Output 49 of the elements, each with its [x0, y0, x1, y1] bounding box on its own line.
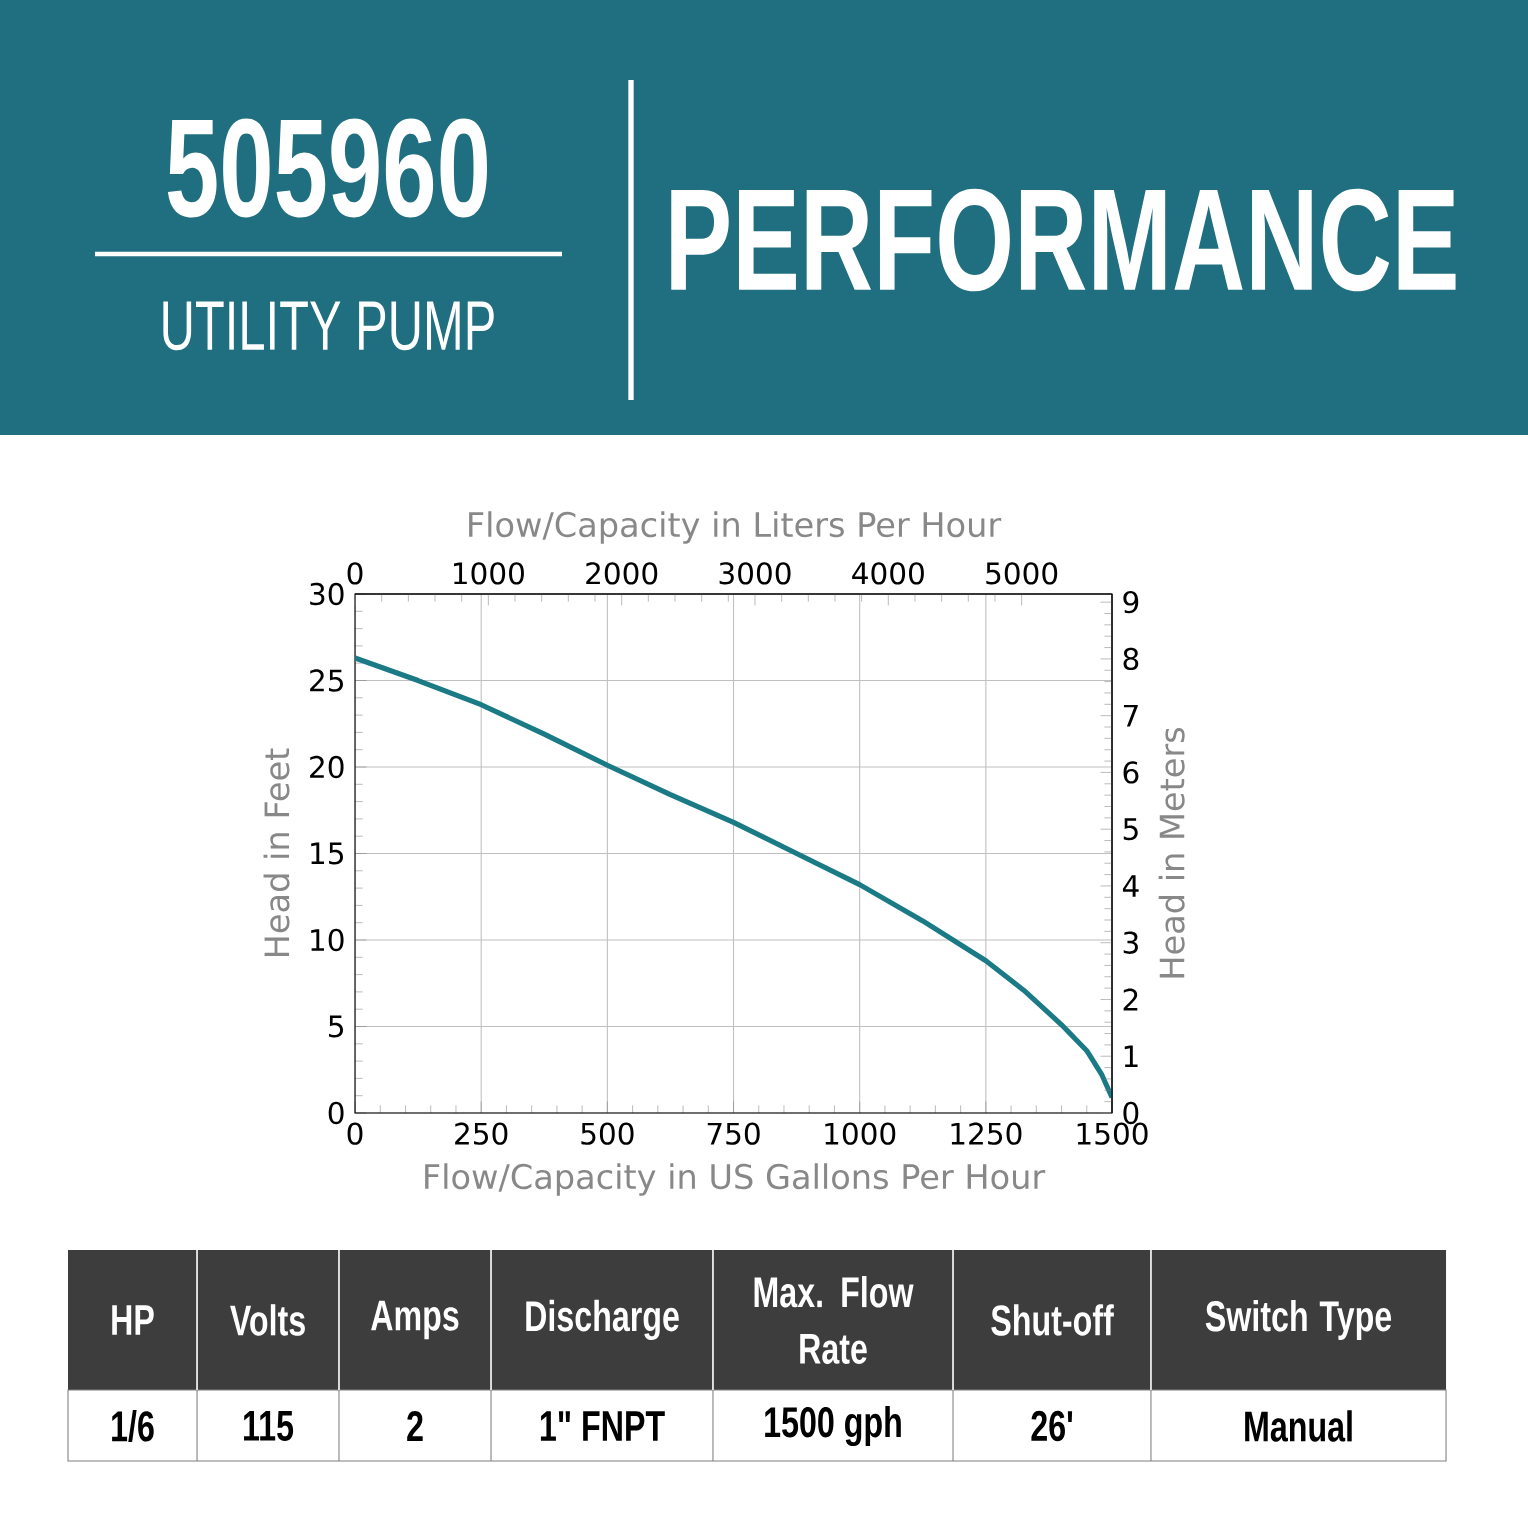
x-tick-label: 0 — [347, 1122, 363, 1145]
text: HP — [112, 1305, 154, 1335]
x-tick-label: 1250 — [951, 1122, 1022, 1145]
x2-tick-label: 1000 — [454, 562, 524, 585]
y-tick-label: 5 — [329, 1015, 343, 1038]
text: UTILITY PUMP — [163, 301, 494, 351]
y2-tick-label: 5 — [1123, 818, 1138, 841]
text: Manual — [1245, 1410, 1352, 1442]
y2-tick-label: 3 — [1123, 931, 1138, 954]
y2-tick-label: 9 — [1123, 591, 1139, 614]
y-tick-label: 25 — [310, 669, 343, 692]
y2-tick-label: 8 — [1123, 647, 1139, 671]
y-tick-label: 30 — [310, 582, 344, 606]
x2-tick-label: 2000 — [586, 562, 658, 585]
x-tick-label: 250 — [455, 1122, 508, 1145]
chart-title: PERFORMANCE — [671, 188, 1456, 292]
y-axis-title: Head in Feet — [263, 748, 290, 957]
x-axis-title: Flow/Capacity in US Gallons Per Hour — [425, 1163, 1046, 1196]
x2-tick-label: 3000 — [719, 562, 791, 585]
text: Volts — [230, 1304, 305, 1336]
text: 1/6 — [112, 1410, 154, 1442]
text: 26' — [1031, 1410, 1073, 1442]
x-tick-label: 500 — [581, 1122, 634, 1145]
y2-tick-label: 4 — [1122, 875, 1139, 897]
y-tick-label: 10 — [311, 928, 344, 952]
x2-tick-label: 4000 — [852, 562, 924, 585]
y-tick-label: 20 — [310, 755, 344, 779]
text: Shut-off — [991, 1304, 1114, 1336]
text: 115 — [244, 1411, 294, 1441]
y-tick-label: 15 — [311, 842, 343, 865]
y2-tick-label: 6 — [1123, 761, 1139, 784]
y2-axis-title: Head in Meters — [1158, 727, 1185, 978]
text: Amps — [371, 1300, 459, 1340]
text: 1500 gph — [765, 1405, 901, 1447]
text: Discharge — [526, 1299, 679, 1341]
text: 2 — [407, 1411, 423, 1441]
text: Switch Type — [1205, 1299, 1392, 1340]
y-tick-label: 0 — [328, 1101, 344, 1125]
y2-tick-label: 7 — [1123, 704, 1138, 727]
chart-subtitle: 505960 — [167, 118, 487, 218]
x-tick-label: 750 — [707, 1122, 760, 1145]
x2-axis-title: Flow/Capacity in Liters Per Hour — [469, 511, 1002, 544]
y2-tick-label: 2 — [1123, 988, 1138, 1011]
x2-tick-label: 0 — [347, 562, 363, 585]
y2-tick-label: 1 — [1124, 1045, 1138, 1067]
text: 1" FNPT — [540, 1411, 665, 1441]
x-tick-label: 1000 — [825, 1122, 896, 1145]
x2-tick-label: 5000 — [986, 562, 1058, 585]
text: Max. Flow Rate — [754, 1276, 914, 1364]
